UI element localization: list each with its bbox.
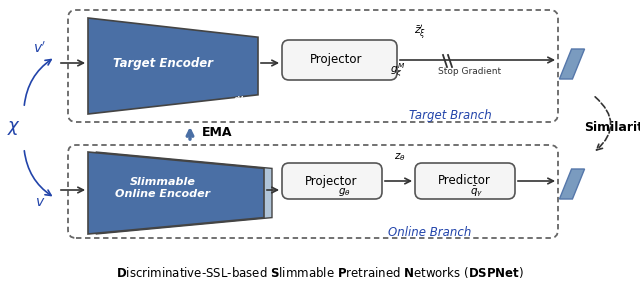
Text: $\bar{q}_{\gamma}$: $\bar{q}_{\gamma}$ [470, 185, 483, 199]
Polygon shape [88, 152, 264, 234]
Text: $\bar{z}_{\xi}^{\prime}$: $\bar{z}_{\xi}^{\prime}$ [414, 24, 426, 42]
FancyBboxPatch shape [282, 163, 382, 199]
Text: $f_{\theta}$: $f_{\theta}$ [231, 222, 240, 234]
Text: Target Branch: Target Branch [408, 110, 492, 122]
Polygon shape [88, 18, 258, 114]
Text: EMA: EMA [202, 126, 232, 139]
Polygon shape [96, 152, 272, 234]
Text: Stop Gradient: Stop Gradient [438, 68, 502, 76]
Text: $f_{\theta}^{M}$: $f_{\theta}^{M}$ [248, 221, 259, 235]
Text: $z_{\theta}$: $z_{\theta}$ [394, 151, 406, 163]
Text: $v$: $v$ [35, 195, 45, 209]
Text: Projector: Projector [305, 174, 358, 187]
Text: Slimmable
Online Encoder: Slimmable Online Encoder [115, 177, 211, 199]
Text: $f_{\xi}^{M}$: $f_{\xi}^{M}$ [232, 94, 244, 112]
Text: Projector: Projector [310, 53, 362, 66]
Text: Target Encoder: Target Encoder [113, 57, 213, 70]
FancyBboxPatch shape [282, 40, 397, 80]
Polygon shape [559, 49, 584, 79]
FancyBboxPatch shape [415, 163, 515, 199]
Text: $\mathbf{D}$iscriminative-SSL-based $\mathbf{S}$limmable $\mathbf{P}$retrained $: $\mathbf{D}$iscriminative-SSL-based $\ma… [116, 264, 524, 279]
Text: $g_{\theta}$: $g_{\theta}$ [338, 186, 351, 198]
Text: Similarity: Similarity [584, 122, 640, 135]
Polygon shape [559, 169, 584, 199]
Text: $\chi$: $\chi$ [7, 119, 21, 137]
Text: $g_{\xi}^{M}$: $g_{\xi}^{M}$ [390, 61, 405, 79]
Text: $v'$: $v'$ [33, 40, 47, 56]
Text: Online Branch: Online Branch [388, 225, 472, 239]
Text: Predictor: Predictor [438, 174, 491, 187]
